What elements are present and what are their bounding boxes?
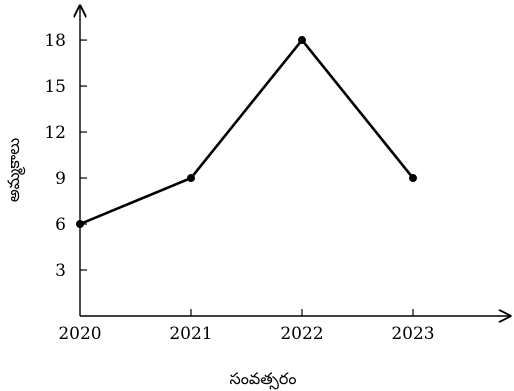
y-axis-ticks: 3 6 9 12 15 18 [44, 31, 87, 281]
data-point [76, 220, 84, 229]
series-group [76, 36, 417, 229]
y-tick-label: 15 [44, 77, 66, 97]
x-axis-ticks: 2020 2021 2022 2023 [58, 309, 435, 344]
y-tick-label: 6 [55, 215, 66, 235]
x-axis-title: సంవత్సరం [230, 369, 297, 390]
y-axis-title: అమ్మకాలు [4, 138, 26, 202]
y-tick-label: 3 [55, 261, 66, 281]
data-point [298, 36, 306, 45]
y-tick-label: 9 [55, 169, 66, 189]
x-tick-label: 2020 [58, 324, 101, 344]
y-tick-label: 18 [44, 31, 66, 51]
data-point [409, 174, 417, 183]
x-tick-label: 2022 [280, 324, 323, 344]
series-line [79, 38, 415, 226]
x-tick-label: 2023 [391, 324, 434, 344]
y-tick-label: 12 [44, 123, 66, 143]
data-point [187, 174, 195, 183]
x-tick-label: 2021 [169, 324, 212, 344]
